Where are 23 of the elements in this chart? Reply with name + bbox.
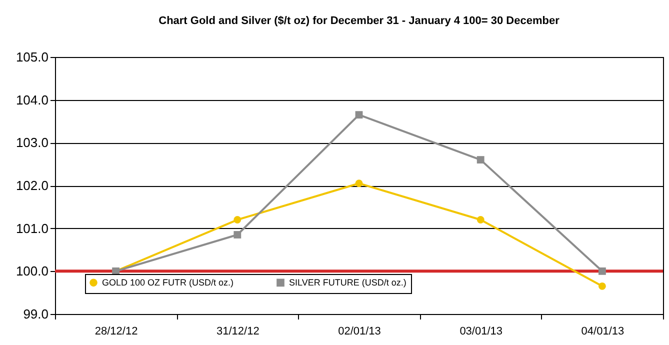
point — [598, 267, 606, 275]
x-tick-label: 28/12/12 — [94, 326, 138, 338]
point — [476, 216, 484, 224]
y-tick-label: 100.0 — [16, 264, 48, 279]
y-tick-label: 105.0 — [16, 50, 48, 64]
point — [476, 156, 484, 164]
y-tick-label: 104.0 — [16, 92, 48, 108]
x-tick-label: 03/01/13 — [460, 326, 503, 338]
legend-label: SILVER FUTURE (USD/t oz.) — [289, 278, 406, 288]
point — [598, 282, 606, 290]
x-tick-label: 02/01/13 — [338, 326, 381, 338]
y-tick-label: 103.0 — [16, 135, 48, 150]
legend-label: GOLD 100 OZ FUTR (USD/t oz.) — [102, 278, 234, 288]
point — [355, 111, 363, 119]
point — [355, 180, 363, 188]
y-tick-label: 102.0 — [16, 178, 48, 193]
chart-title: Chart Gold and Silver ($/t oz) for December 31 - January 4 100= 30 December — [158, 15, 560, 27]
y-tick-label: 101.0 — [16, 220, 48, 236]
x-tick-label: 31/12/12 — [216, 326, 260, 338]
x-tick-label: 04/01/13 — [581, 326, 624, 338]
y-tick-label: 99.0 — [23, 306, 48, 322]
point — [234, 231, 242, 238]
point — [234, 216, 242, 224]
